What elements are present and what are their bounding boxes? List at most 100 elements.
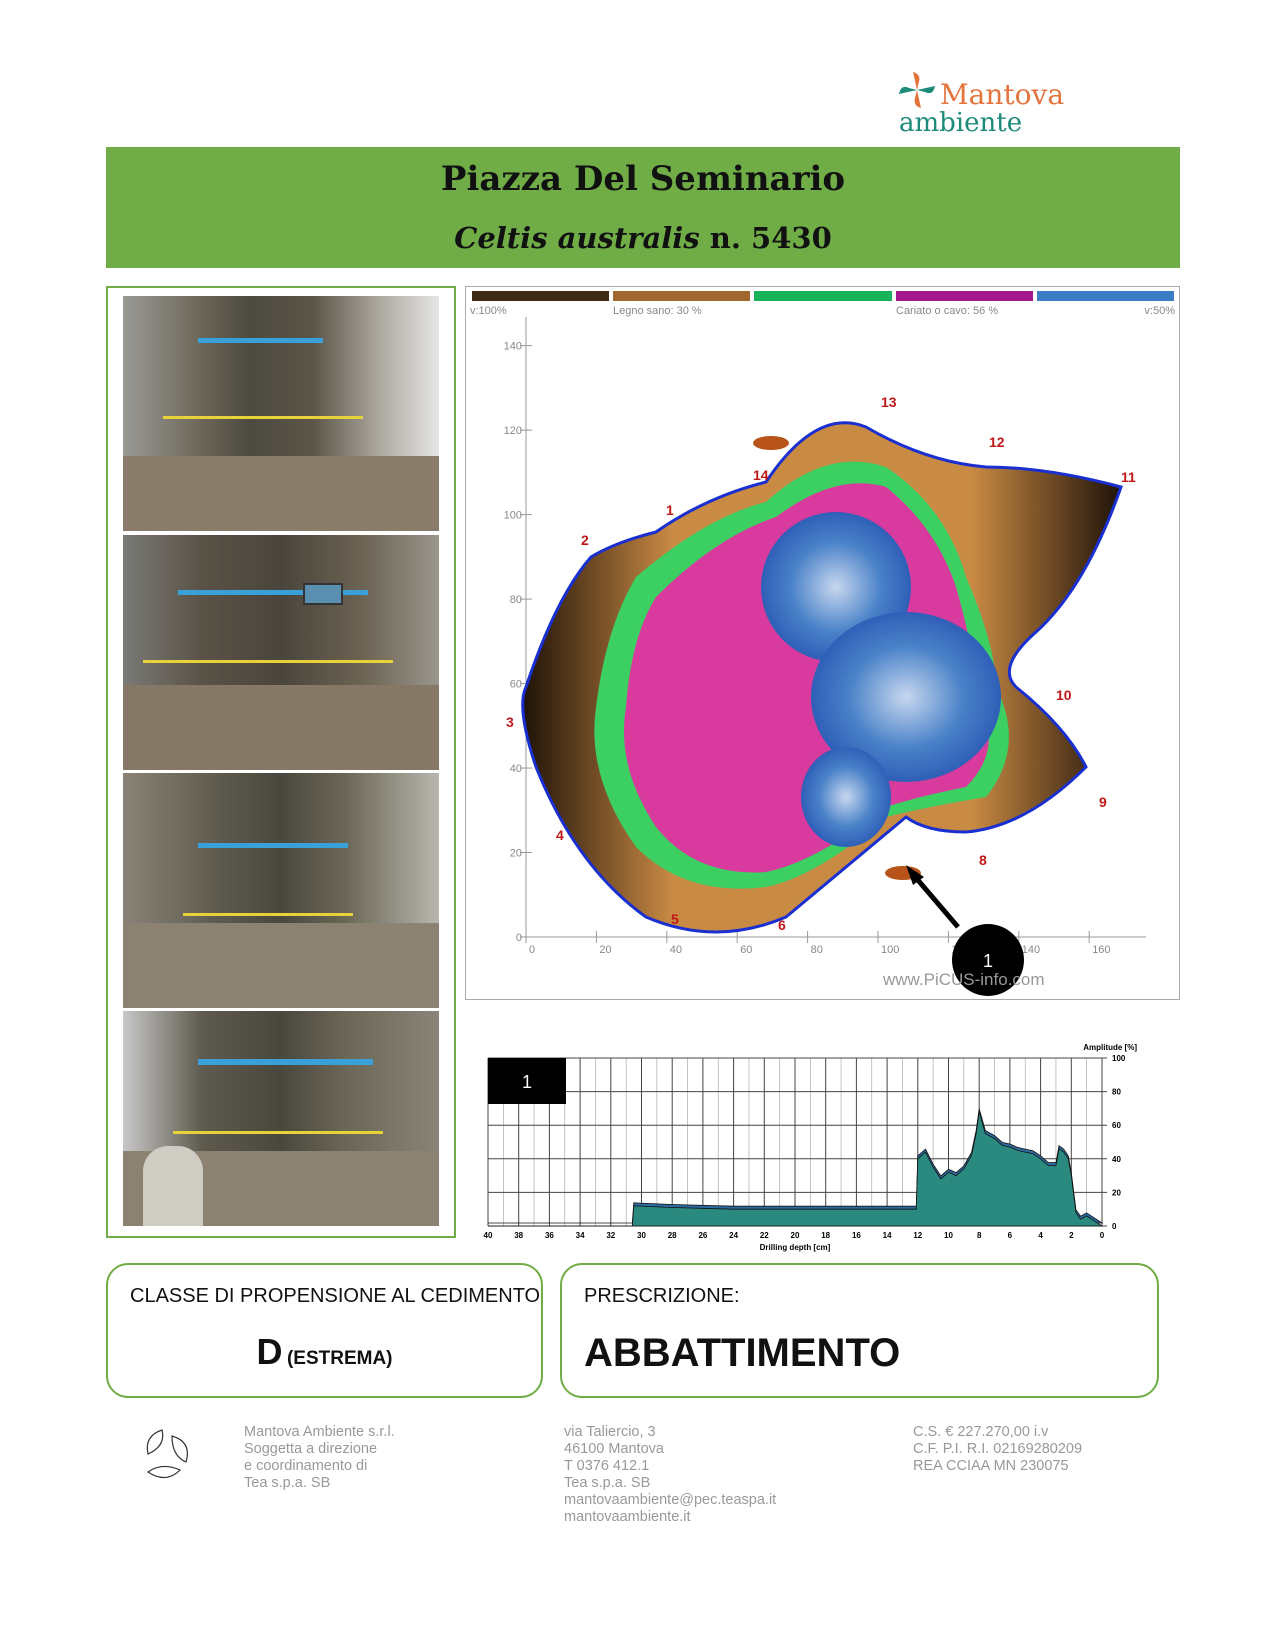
y-tick-label: 100 — [504, 510, 522, 522]
x-tick-label: 10 — [944, 1231, 953, 1240]
footer-line: Tea s.p.a. SB — [244, 1475, 331, 1491]
x-tick-label: 100 — [881, 944, 899, 956]
location-title: Piazza Del Seminario — [440, 159, 846, 199]
x-tick-label: 14 — [883, 1231, 892, 1240]
photo-panel — [106, 286, 456, 1238]
tomogram-plot: 0204060801001201401600204060801001201401… — [504, 317, 1146, 996]
tree-photo-4 — [123, 1011, 439, 1226]
x-tick-label: 20 — [599, 944, 611, 956]
prescription-box: PRESCRIZIONE: ABBATTIMENTO — [560, 1263, 1159, 1398]
legend-swatch-2 — [754, 291, 892, 301]
footer-line: mantovaambiente@pec.teaspa.it — [564, 1492, 777, 1508]
species-name: Celtis australis — [454, 221, 700, 255]
sensor-label-4: 4 — [556, 827, 564, 843]
y-tick-label: 60 — [1112, 1121, 1121, 1130]
x-tick-label: 16 — [852, 1231, 861, 1240]
x-tick-label: 28 — [668, 1231, 677, 1240]
sensor-label-1: 1 — [666, 502, 674, 518]
footer-line: e coordinamento di — [244, 1458, 368, 1474]
risk-class-note: (ESTREMA) — [286, 1348, 393, 1369]
sensor-label-9: 9 — [1099, 794, 1107, 810]
footer-line: C.S. € 227.270,00 i.v — [913, 1424, 1049, 1440]
x-tick-label: 24 — [729, 1231, 738, 1240]
risk-class-box: CLASSE DI PROPENSIONE AL CEDIMENTO D (ES… — [106, 1263, 543, 1398]
x-tick-label: 0 — [1100, 1231, 1105, 1240]
y-tick-label: 80 — [1112, 1088, 1121, 1097]
y-tick-label: 140 — [504, 341, 522, 353]
legend-sound-wood: Legno sano: 30 % — [613, 305, 702, 317]
risk-class: D — [256, 1331, 283, 1372]
tomogram-legend-bar — [472, 291, 1175, 301]
sensor-label-10: 10 — [1056, 687, 1072, 703]
footer-line: Tea s.p.a. SB — [564, 1475, 651, 1491]
x-tick-label: 22 — [760, 1231, 769, 1240]
profile-label-box — [488, 1058, 566, 1104]
y-tick-label: 20 — [510, 848, 522, 860]
footer-line: Mantova Ambiente s.r.l. — [244, 1424, 395, 1440]
footer-line: mantovaambiente.it — [564, 1509, 691, 1525]
sensor-label-5: 5 — [671, 911, 679, 927]
x-tick-label: 160 — [1092, 944, 1110, 956]
x-tick-label: 32 — [606, 1231, 615, 1240]
sensor-label-12: 12 — [989, 434, 1005, 450]
legend-swatch-1 — [613, 291, 751, 301]
sensor-label-2: 2 — [581, 532, 589, 548]
footer-line: C.F. P.I. R.I. 02169280209 — [913, 1441, 1083, 1457]
x-tick-label: 40 — [670, 944, 682, 956]
x-tick-label: 0 — [529, 944, 535, 956]
x-tick-label: 40 — [484, 1231, 493, 1240]
tree-photo-3 — [123, 773, 439, 1008]
x-tick-label: 4 — [1038, 1231, 1043, 1240]
title-banner: Piazza Del Seminario Celtis australis n.… — [106, 147, 1180, 268]
x-tick-label: 2 — [1069, 1231, 1074, 1240]
risk-heading: CLASSE DI PROPENSIONE AL CEDIMENTO — [130, 1285, 541, 1307]
y-tick-label: 100 — [1112, 1054, 1126, 1063]
footer-registration: C.S. € 227.270,00 i.v C.F. P.I. R.I. 0216… — [913, 1424, 1082, 1475]
footer-line: 46100 Mantova — [564, 1441, 664, 1457]
watermark: www.PiCUS-info.com — [882, 970, 1045, 989]
x-tick-label: 30 — [637, 1231, 646, 1240]
y-tick-label: 80 — [510, 594, 522, 606]
prescription-value: ABBATTIMENTO — [584, 1331, 901, 1375]
tree-photo-2 — [123, 535, 439, 770]
x-tick-label: 80 — [811, 944, 823, 956]
drill-marker — [952, 924, 1024, 996]
recycle-leaves-icon — [146, 1429, 188, 1479]
x-axis-label: Drilling depth [cm] — [760, 1243, 831, 1252]
x-tick-label: 6 — [1008, 1231, 1013, 1240]
footer-line: REA CCIAA MN 230075 — [913, 1458, 1069, 1474]
x-tick-label: 18 — [821, 1231, 830, 1240]
y-axis-label: Amplitude [%] — [1083, 1043, 1137, 1052]
legend-swatch-4 — [1036, 291, 1175, 301]
legend-right: v:50% — [1144, 305, 1175, 317]
footer-line: T 0376 412.1 — [564, 1458, 650, 1474]
sensor-label-14: 14 — [753, 467, 769, 483]
sensor-label-13: 13 — [881, 394, 897, 410]
footer-company: Mantova Ambiente s.r.l. Soggetta a direzi… — [244, 1424, 395, 1492]
y-tick-label: 40 — [510, 763, 522, 775]
y-tick-label: 40 — [1112, 1155, 1121, 1164]
x-tick-label: 38 — [514, 1231, 523, 1240]
x-tick-label: 140 — [1022, 944, 1040, 956]
tree-id: Celtis australis n. 5430 — [106, 221, 1180, 255]
drill-marker-label: 1 — [983, 951, 993, 971]
legend-swatch-0 — [472, 291, 610, 301]
x-tick-label: 34 — [576, 1231, 585, 1240]
y-tick-label: 0 — [516, 932, 522, 944]
company-logo: Mantova ambiente — [895, 66, 1080, 142]
legend-left: v:100% — [470, 305, 507, 317]
sensor-label-11: 11 — [1121, 469, 1136, 485]
tree-photo-1 — [123, 296, 439, 531]
logo-text-ambiente: ambiente — [899, 108, 1023, 138]
legend-decay: Cariato o cavo: 56 % — [896, 305, 999, 317]
y-tick-label: 0 — [1112, 1222, 1117, 1231]
footer-address: via Taliercio, 3 46100 Mantova T 0376 412.… — [564, 1424, 776, 1526]
y-tick-label: 60 — [510, 679, 522, 691]
x-tick-label: 36 — [545, 1231, 554, 1240]
legend-swatch-3 — [895, 291, 1033, 301]
prescription-heading: PRESCRIZIONE: — [584, 1285, 740, 1307]
logo-text-mantova: Mantova — [940, 78, 1065, 111]
profile-label: 1 — [522, 1072, 532, 1092]
x-tick-label: 8 — [977, 1231, 982, 1240]
y-tick-label: 120 — [504, 425, 522, 437]
